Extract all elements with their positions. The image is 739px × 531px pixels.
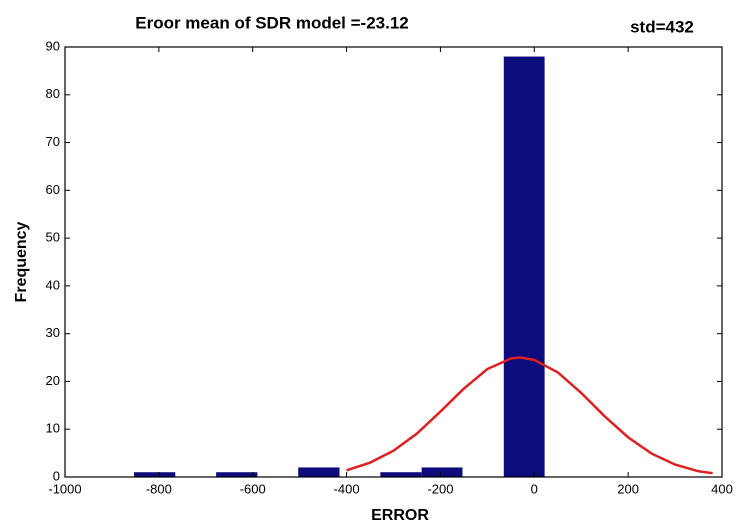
x-tick-label: -600 xyxy=(240,481,266,496)
bar xyxy=(298,467,340,477)
y-tick-label: 90 xyxy=(46,38,60,53)
plot-frame xyxy=(64,46,723,478)
y-tick-label: 50 xyxy=(46,230,60,245)
x-tick-label: -800 xyxy=(146,481,172,496)
x-tick-label: 400 xyxy=(711,481,733,496)
fit-curve xyxy=(346,356,713,475)
y-axis-label: Frequency xyxy=(13,221,30,302)
y-tick-label: 10 xyxy=(46,421,60,436)
y-tick-label: 40 xyxy=(46,277,60,292)
y-tick-label: 30 xyxy=(46,325,60,340)
x-tick-label: 200 xyxy=(617,481,639,496)
bar xyxy=(380,472,422,477)
bar xyxy=(216,472,258,477)
chart-title: Eroor mean of SDR model =-23.12 xyxy=(135,13,409,32)
bar xyxy=(421,467,463,477)
x-tick-label: -1000 xyxy=(48,481,81,496)
x-axis-label: ERROR xyxy=(371,507,429,524)
bar xyxy=(503,56,545,478)
chart-subtitle: std=432 xyxy=(630,17,694,36)
y-tick-label: 80 xyxy=(46,86,60,101)
y-tick-label: 20 xyxy=(46,373,60,388)
y-tick-label: 0 xyxy=(53,468,60,483)
x-tick-label: 0 xyxy=(531,481,538,496)
x-tick-label: -200 xyxy=(427,481,453,496)
y-tick-label: 60 xyxy=(46,182,60,197)
y-tick-label: 70 xyxy=(46,134,60,149)
bar xyxy=(133,472,176,477)
x-tick-label: -400 xyxy=(334,481,360,496)
